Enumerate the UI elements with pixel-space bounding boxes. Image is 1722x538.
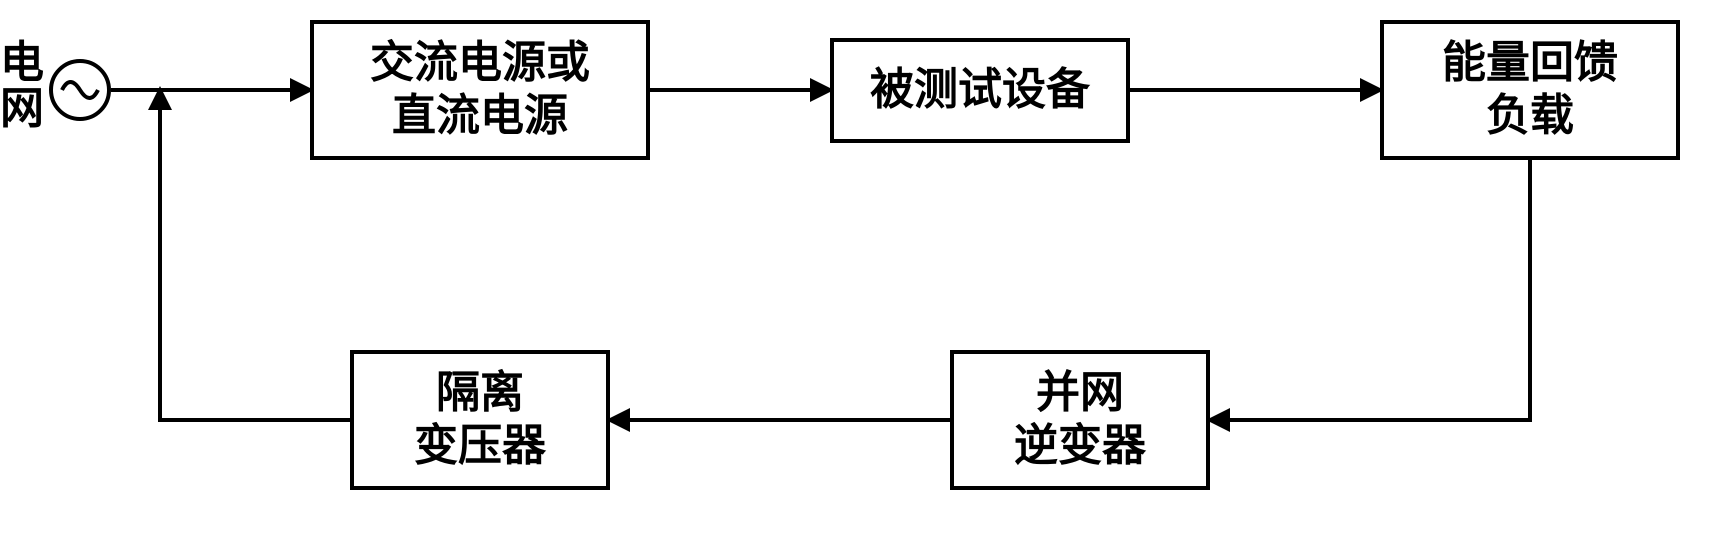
node-feedback-load-label: 能量回馈负载 <box>1442 37 1618 143</box>
node-feedback-load: 能量回馈负载 <box>1380 20 1680 160</box>
node-dut: 被测试设备 <box>830 38 1130 143</box>
grid-label: 电网 <box>0 40 44 132</box>
node-iso-transformer-label: 隔离变压器 <box>414 367 546 473</box>
node-grid-inverter: 并网逆变器 <box>950 350 1210 490</box>
node-grid-inverter-label: 并网逆变器 <box>1014 367 1146 473</box>
node-iso-transformer: 隔离变压器 <box>350 350 610 490</box>
edge-feedback_load-to-grid_inverter <box>1210 160 1530 420</box>
sine-wave-icon <box>60 78 100 102</box>
diagram-canvas: 电网 交流电源或直流电源 被测试设备 能量回馈负载 并网逆变器 隔离变压器 <box>0 0 1722 538</box>
node-dut-label: 被测试设备 <box>870 64 1090 117</box>
node-power-source: 交流电源或直流电源 <box>310 20 650 160</box>
grid-label-text: 电网 <box>0 38 44 133</box>
node-power-source-label: 交流电源或直流电源 <box>370 37 590 143</box>
ac-source-icon <box>49 59 111 121</box>
